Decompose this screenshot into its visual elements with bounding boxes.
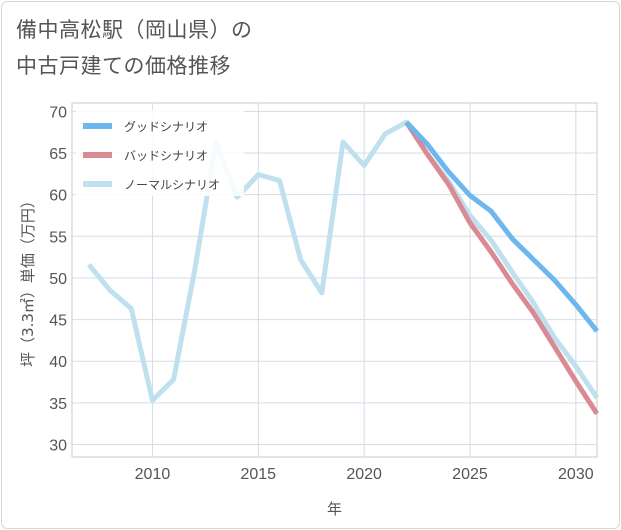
x-tick-label: 2015 xyxy=(240,466,276,483)
x-axis-label: 年 xyxy=(327,500,342,518)
y-tick-label: 55 xyxy=(49,229,67,246)
y-tick-label: 45 xyxy=(49,313,67,330)
chart-title-line-1: 備中高松駅（岡山県）の xyxy=(16,18,253,42)
y-tick-label: 30 xyxy=(49,438,67,455)
x-tick-label: 2010 xyxy=(135,466,171,483)
series-line xyxy=(86,119,600,403)
x-axis-ticks: 2010 2015 2020 2025 2030 xyxy=(135,466,594,483)
series-lines xyxy=(86,119,600,416)
y-tick-label: 50 xyxy=(49,271,67,288)
y-tick-label: 35 xyxy=(49,396,67,413)
legend-label: バッドシナリオ xyxy=(124,149,208,163)
x-tick-label: 2020 xyxy=(346,466,382,483)
y-tick-label: 60 xyxy=(49,188,67,205)
series-line xyxy=(404,120,600,416)
y-axis-label: 坪（3.3㎡）単価（万円） xyxy=(19,193,37,367)
y-axis-ticks: 30 35 40 45 50 55 60 65 70 xyxy=(49,104,67,454)
legend-label: ノーマルシナリオ xyxy=(124,178,220,192)
y-tick-label: 70 xyxy=(49,104,67,121)
chart-title: 備中高松駅（岡山県）の 中古戸建ての価格推移 xyxy=(16,12,253,84)
x-tick-label: 2030 xyxy=(558,466,594,483)
x-tick-label: 2025 xyxy=(452,466,488,483)
y-tick-label: 40 xyxy=(49,354,67,371)
series-line xyxy=(404,120,599,333)
y-tick-label: 65 xyxy=(49,146,67,163)
legend-label: グッドシナリオ xyxy=(124,120,208,134)
chart-title-line-2: 中古戸建ての価格推移 xyxy=(16,54,231,78)
